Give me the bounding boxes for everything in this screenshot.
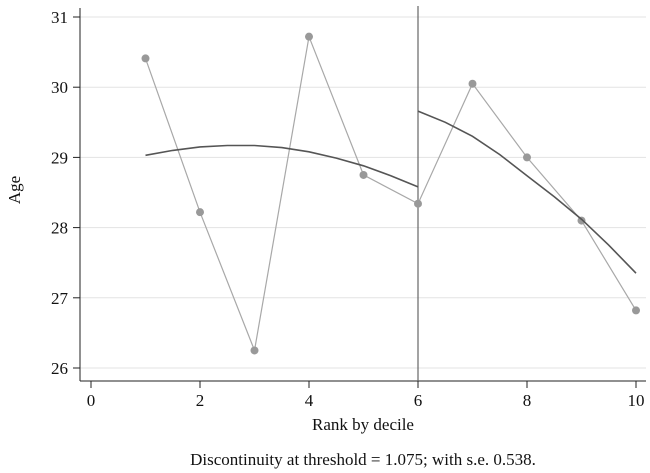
axes: 26 27 28 29 30 31 0 2 4 6 8 10: [51, 8, 646, 410]
y-tick-label: 30: [51, 78, 68, 97]
y-tick-label: 27: [51, 289, 69, 308]
y-tick-label: 31: [51, 8, 68, 27]
y-tick-label: 29: [51, 148, 68, 167]
decile-point: [360, 171, 368, 179]
discontinuity-note: Discontinuity at threshold = 1.075; with…: [190, 450, 536, 469]
decile-point: [469, 80, 477, 88]
decile-point: [414, 200, 422, 208]
decile-point: [251, 346, 259, 354]
y-tick-label: 26: [51, 359, 68, 378]
x-tick-label: 10: [628, 391, 645, 410]
decile-line: [146, 37, 637, 351]
fit-left-curve: [146, 146, 419, 187]
decile-point: [632, 306, 640, 314]
x-axis-title: Rank by decile: [312, 415, 414, 434]
x-tick-label: 8: [523, 391, 532, 410]
x-tick-label: 2: [196, 391, 205, 410]
decile-point: [196, 208, 204, 216]
series-layer: [142, 6, 641, 381]
x-tick-label: 0: [87, 391, 96, 410]
decile-point: [523, 153, 531, 161]
decile-point: [142, 54, 150, 62]
x-tick-label: 6: [414, 391, 423, 410]
y-axis-title: Age: [5, 176, 24, 204]
fit-right-curve: [418, 111, 636, 273]
y-tick-label: 28: [51, 219, 68, 238]
gridlines: [80, 17, 646, 368]
decile-point: [305, 33, 313, 41]
x-tick-label: 4: [305, 391, 314, 410]
